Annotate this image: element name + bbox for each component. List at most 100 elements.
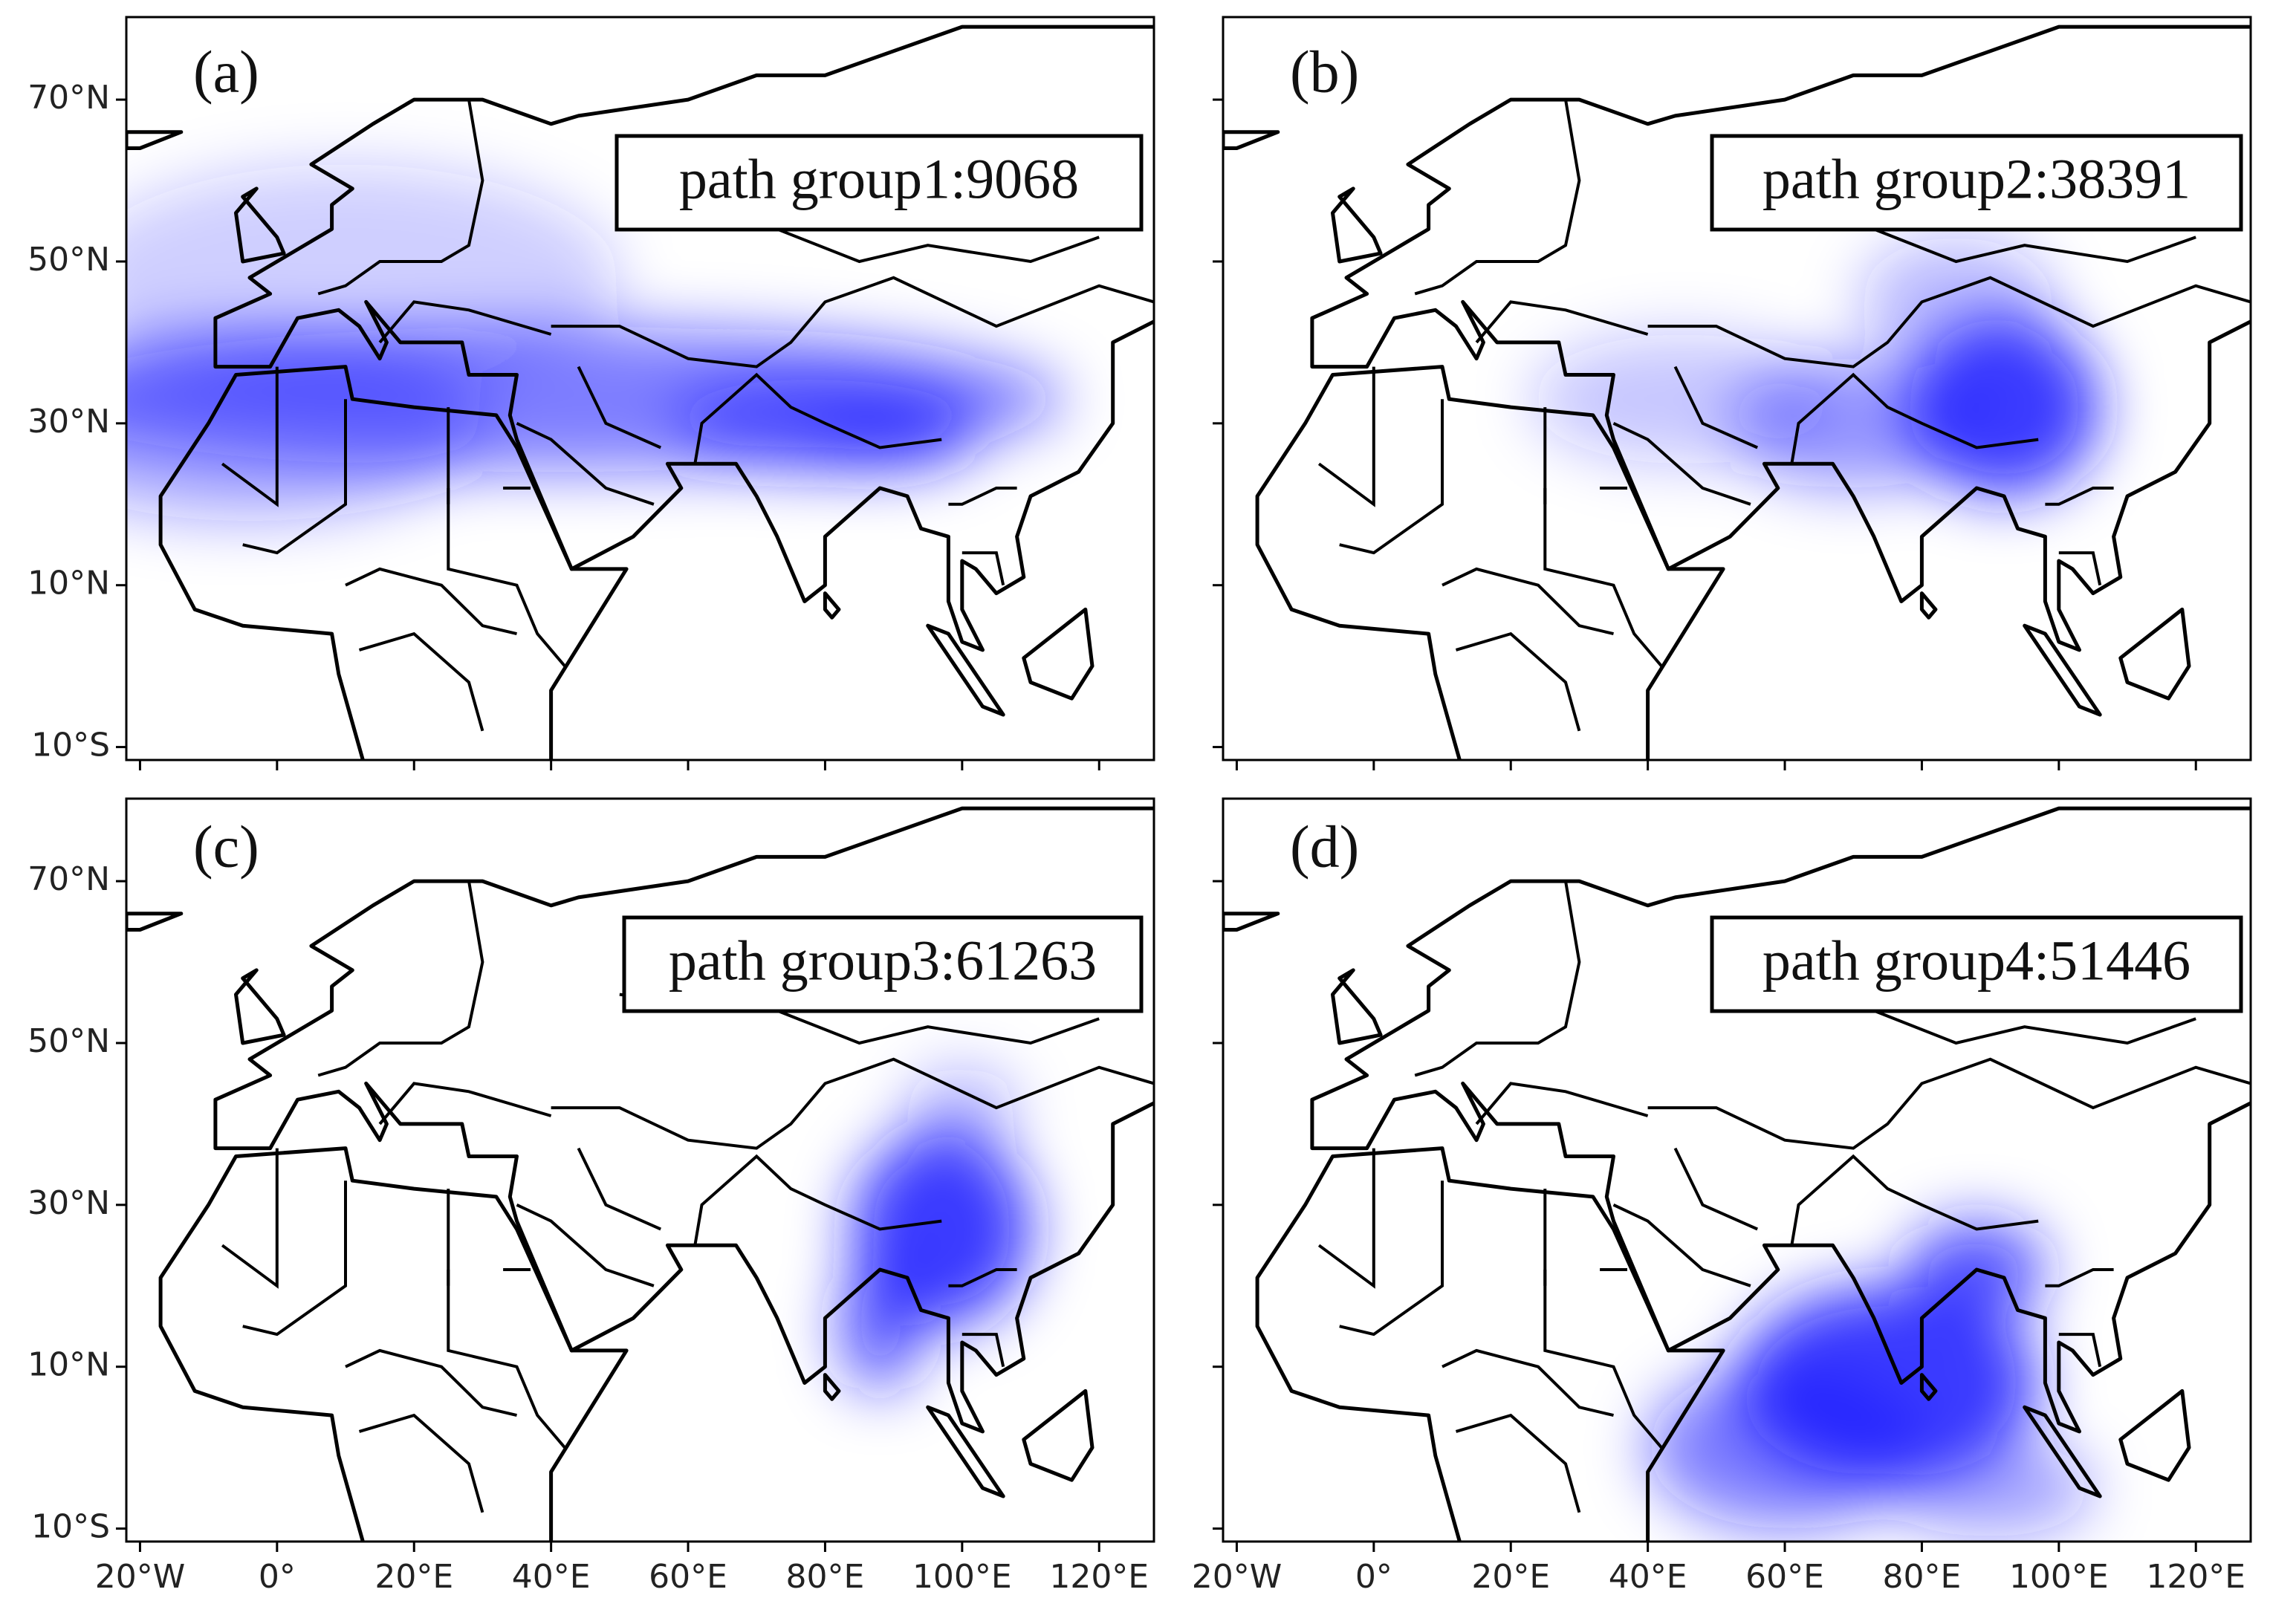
country-border <box>242 1180 347 1336</box>
x-tick-label: 20°E <box>374 1558 453 1596</box>
coastline <box>1919 591 1938 620</box>
country-border <box>1647 276 2251 368</box>
y-tick-label: 10°S <box>31 1508 110 1546</box>
country-border <box>1317 1148 1375 1289</box>
coastline <box>1255 1146 1725 1542</box>
coastline <box>213 806 1154 1434</box>
map-content <box>126 25 1154 760</box>
y-tick-label: 10°S <box>31 727 110 764</box>
x-tick-label: 100°E <box>912 1558 1012 1596</box>
country-border <box>516 1203 655 1287</box>
country-border <box>516 421 655 506</box>
country-border <box>378 1082 552 1126</box>
trajectory-cluster <box>1887 1439 2093 1537</box>
y-tick-label: 10°N <box>27 565 110 602</box>
trajectory-cluster <box>1860 237 2052 367</box>
panel-frame <box>125 16 1155 761</box>
country-border <box>1612 421 1751 506</box>
country-border <box>345 567 517 636</box>
country-border <box>948 1268 1017 1287</box>
map-content <box>1223 806 2251 1542</box>
coastline <box>158 1146 629 1542</box>
coastline <box>1223 130 1280 150</box>
coastline <box>213 25 1154 652</box>
coastline <box>1310 25 2251 652</box>
x-tick-label: 80°E <box>1883 1558 1962 1596</box>
country-border <box>1339 399 1444 555</box>
y-tick-label: 30°N <box>27 403 110 441</box>
y-tick-label: 70°N <box>27 79 110 117</box>
trajectory-cluster <box>1647 1366 1922 1529</box>
country-border <box>961 551 1005 586</box>
trajectory-density <box>1531 237 2101 496</box>
coastline <box>1331 186 1383 264</box>
legend-text: path group2:38391 <box>1763 148 2190 210</box>
coastline <box>234 186 286 264</box>
country-border <box>1475 300 1649 344</box>
country-border <box>2058 1333 2102 1368</box>
x-tick-label: 40°E <box>512 1558 591 1596</box>
country-border <box>1612 1203 1751 1287</box>
x-tick-label: 60°E <box>1745 1558 1824 1596</box>
country-border <box>317 99 484 296</box>
x-tick-label: 20°E <box>1471 1558 1550 1596</box>
coastline <box>1310 806 2251 1434</box>
panel-label: (a) <box>193 39 259 105</box>
map-content <box>126 806 1154 1542</box>
country-border <box>1543 1270 1663 1449</box>
x-tick-label: 120°E <box>1049 1558 1149 1596</box>
legend-box <box>622 915 1144 1013</box>
coastline <box>823 1373 841 1401</box>
country-border <box>1442 1348 1614 1417</box>
coastline <box>234 968 286 1045</box>
country-border <box>551 276 1154 368</box>
country-border <box>577 1147 662 1231</box>
coastline <box>1331 968 1383 1045</box>
trajectory-density <box>838 1067 1031 1391</box>
legend-text: path group3:61263 <box>669 929 1097 992</box>
x-tick-label: 100°E <box>2009 1558 2109 1596</box>
coastline <box>2023 1405 2102 1498</box>
map-content <box>1223 25 2251 760</box>
coastline <box>926 623 1005 717</box>
trajectory-cluster <box>838 1261 921 1391</box>
country-border <box>1455 1413 1581 1513</box>
country-border <box>1673 366 1759 449</box>
country-border <box>693 372 942 464</box>
coastline <box>126 912 184 932</box>
map-panel: 20°W 0° 20°E 40°E 60°E 80°E 100°E 120°E (d) path … <box>1192 797 2252 1596</box>
coastline <box>126 130 184 150</box>
x-tick-label: 80°E <box>786 1558 865 1596</box>
country-border <box>1790 372 2039 464</box>
trajectory-cluster <box>1531 334 1833 464</box>
legend-text: path group4:51446 <box>1763 929 2190 992</box>
country-border <box>358 1413 484 1513</box>
coastline <box>926 1405 1005 1498</box>
country-border <box>1414 880 1581 1077</box>
country-border <box>1790 1154 2039 1246</box>
country-border <box>378 300 552 344</box>
coastline <box>1022 607 1095 701</box>
coastline <box>1255 365 1725 760</box>
coastline <box>2023 623 2102 717</box>
trajectory-density <box>1647 1221 2093 1537</box>
country-border <box>1339 1180 1444 1336</box>
panel-label: (b) <box>1290 39 1359 105</box>
trajectory-cluster <box>811 407 976 472</box>
legend-box <box>1710 915 2243 1013</box>
country-border <box>221 1148 279 1289</box>
x-tick-label: 120°E <box>2146 1558 2245 1596</box>
map-panel: 70°N 50°N 30°N 10°N 10°S 20°W 0° 20°E 40°E 60°E 80… <box>27 797 1155 1596</box>
country-border <box>317 880 484 1077</box>
map-panel: (b) path group2:38391 <box>1213 16 2252 770</box>
country-border <box>961 1333 1005 1368</box>
country-border <box>2045 1268 2114 1287</box>
coastline <box>1022 1388 1095 1482</box>
x-tick-label: 20°W <box>95 1558 186 1596</box>
country-border <box>345 1348 517 1417</box>
country-border <box>1647 1057 2251 1150</box>
panel-frame <box>125 797 1155 1543</box>
coastline <box>823 591 841 620</box>
country-border <box>1317 366 1375 507</box>
